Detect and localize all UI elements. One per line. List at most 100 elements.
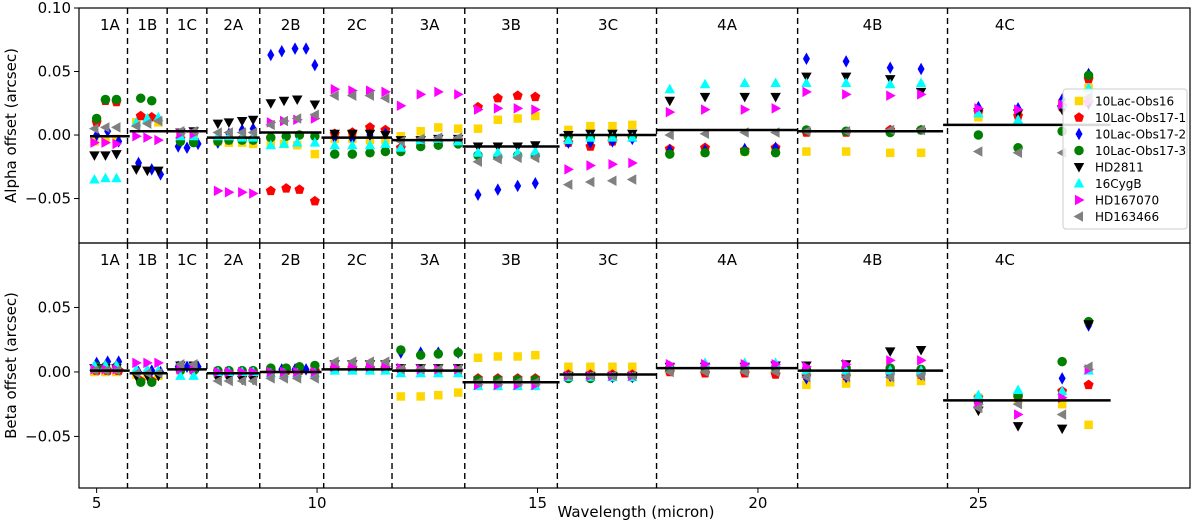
- data-point: [247, 115, 259, 126]
- band-label: 3C: [598, 16, 618, 34]
- data-point: [584, 370, 595, 382]
- data-point: [513, 103, 524, 114]
- data-point: [665, 149, 675, 159]
- band-label: 4A: [717, 251, 738, 269]
- data-point: [492, 147, 504, 157]
- legend-entry: 10Lac-Obs17-1: [1095, 111, 1186, 125]
- y-tick-label: 0.05: [38, 298, 71, 316]
- data-point: [111, 94, 122, 105]
- data-point: [265, 185, 276, 196]
- data-point: [415, 364, 425, 375]
- data-point: [236, 375, 247, 387]
- data-point: [380, 131, 391, 141]
- data-point: [212, 119, 224, 130]
- y-tick-label: 0.10: [38, 0, 71, 17]
- data-point: [915, 346, 927, 356]
- x-axis-label: Wavelength (micron): [557, 503, 714, 521]
- data-point: [1083, 361, 1093, 373]
- data-point: [153, 166, 164, 177]
- band-label: 4B: [863, 16, 883, 34]
- data-point: [453, 347, 463, 358]
- data-point: [800, 371, 811, 383]
- data-point: [379, 92, 390, 104]
- data-point: [608, 362, 617, 372]
- data-point: [329, 129, 340, 140]
- data-point: [512, 90, 523, 100]
- data-point: [329, 149, 340, 159]
- band-label: 3B: [501, 251, 521, 269]
- data-point: [771, 103, 782, 114]
- data-point: [188, 358, 198, 370]
- data-point: [586, 362, 595, 372]
- data-point: [454, 89, 464, 100]
- data-point: [915, 77, 927, 87]
- data-point: [493, 352, 503, 361]
- data-point: [842, 358, 852, 370]
- data-point: [309, 100, 321, 111]
- band-label: 2A: [223, 251, 244, 269]
- data-point: [416, 126, 425, 136]
- band-label: 2B: [281, 251, 301, 269]
- legend-marker: [1074, 96, 1084, 106]
- data-point: [111, 172, 122, 183]
- data-point: [973, 389, 984, 400]
- data-point: [1057, 399, 1067, 409]
- data-point: [223, 375, 233, 387]
- data-point: [291, 137, 303, 147]
- data-point: [452, 367, 464, 378]
- data-point: [310, 149, 320, 159]
- band-label: 3C: [598, 251, 618, 269]
- data-point: [586, 121, 595, 131]
- data-point: [112, 138, 122, 150]
- data-point: [265, 373, 275, 384]
- data-point: [974, 103, 984, 114]
- data-point: [365, 148, 375, 158]
- data-point: [90, 137, 100, 148]
- data-point: [175, 370, 186, 380]
- x-tick-label: 20: [748, 494, 767, 512]
- data-point: [132, 357, 142, 369]
- data-point: [380, 146, 391, 157]
- band-label: 1A: [100, 16, 121, 34]
- data-point: [347, 129, 358, 140]
- band-label: 4B: [863, 251, 883, 269]
- data-point: [1084, 420, 1093, 430]
- data-point: [309, 195, 320, 206]
- data-point: [607, 132, 618, 142]
- data-point: [223, 127, 233, 138]
- data-point: [585, 132, 596, 142]
- data-point: [770, 148, 781, 158]
- data-point: [278, 96, 290, 107]
- data-point: [802, 380, 811, 390]
- band-label: 3A: [420, 16, 441, 34]
- data-point: [916, 376, 926, 386]
- data-point: [380, 138, 391, 148]
- data-point: [135, 110, 146, 121]
- data-point: [513, 114, 522, 123]
- data-point: [135, 377, 146, 388]
- data-point: [379, 356, 390, 367]
- y-tick-label: −0.05: [25, 190, 71, 208]
- data-point: [281, 131, 291, 142]
- data-point: [608, 121, 617, 131]
- data-point: [434, 123, 443, 132]
- band-label: 1B: [137, 16, 157, 34]
- legend-marker: [1074, 145, 1084, 156]
- data-point: [530, 146, 541, 156]
- data-point: [265, 119, 275, 131]
- data-point: [842, 55, 850, 68]
- data-point: [100, 94, 111, 105]
- data-point: [152, 115, 163, 127]
- data-point: [606, 370, 617, 382]
- data-point: [628, 362, 637, 372]
- data-point: [915, 124, 926, 136]
- legend-marker: [1073, 163, 1085, 173]
- data-point: [329, 356, 339, 367]
- y-tick-label: 0.05: [38, 63, 71, 81]
- data-point: [840, 371, 851, 383]
- data-point: [453, 388, 463, 397]
- data-point: [699, 78, 711, 89]
- data-point: [530, 91, 541, 102]
- data-point: [415, 367, 426, 378]
- data-point: [309, 373, 319, 384]
